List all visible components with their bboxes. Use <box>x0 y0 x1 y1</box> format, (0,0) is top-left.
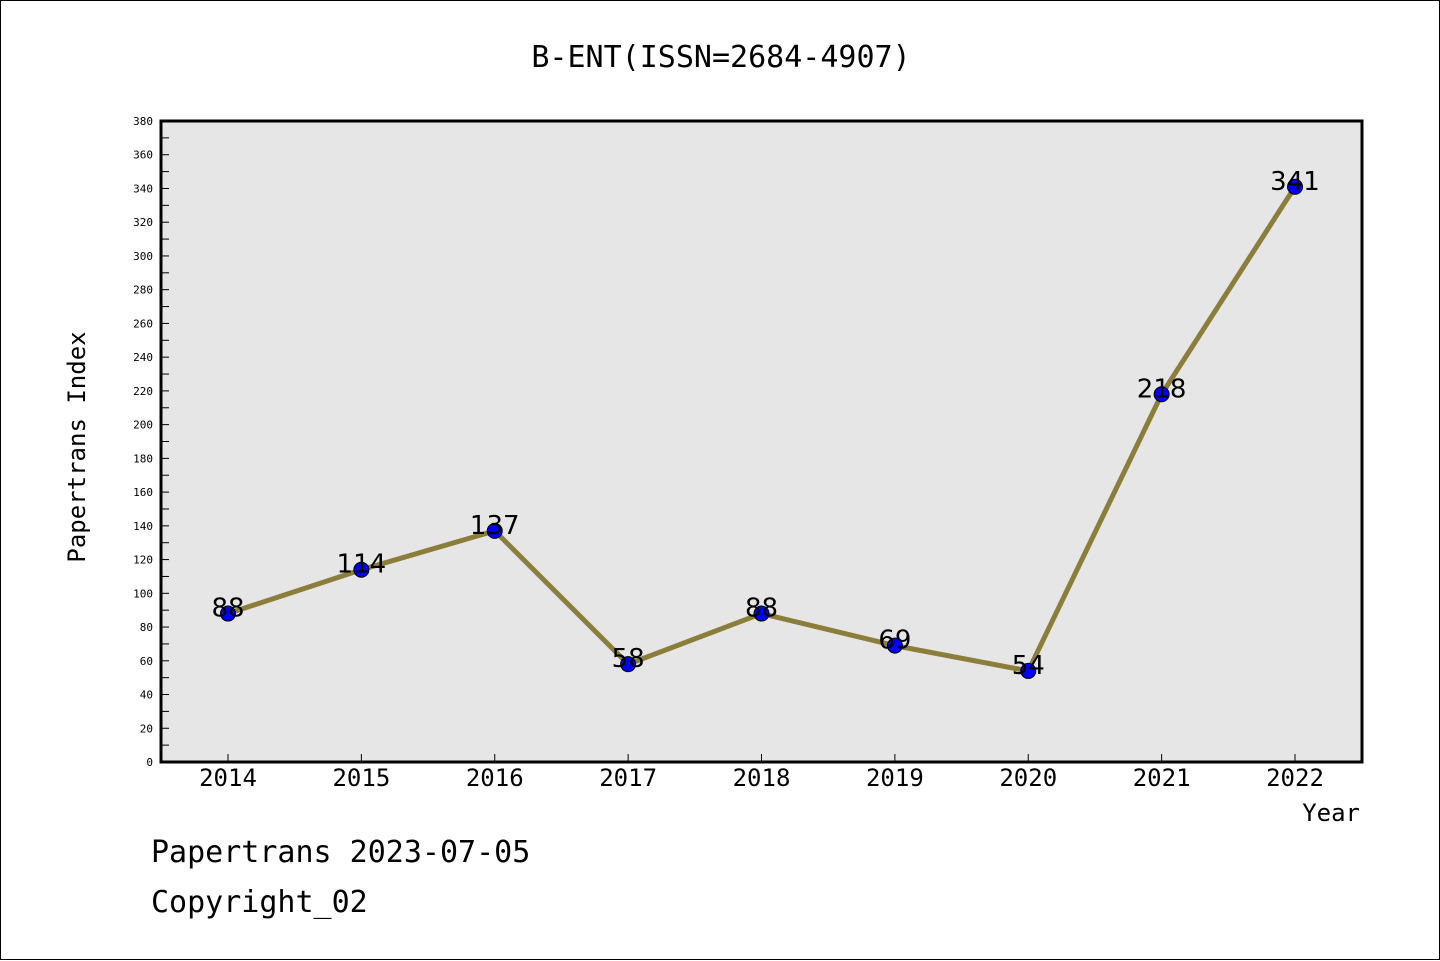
x-tick-label: 2019 <box>866 764 924 792</box>
x-tick-label: 2020 <box>999 764 1057 792</box>
x-tick-label: 2016 <box>466 764 524 792</box>
data-label: 88 <box>745 594 778 624</box>
data-label: 341 <box>1270 167 1320 197</box>
y-tick-label: 320 <box>133 216 153 229</box>
x-axis: 2014 2015 2016 2017 2018 2019 2020 2021 2022 <box>199 754 1324 792</box>
footer-copyright: Copyright_02 <box>151 885 368 920</box>
y-tick-label: 220 <box>133 385 153 398</box>
data-point <box>353 561 370 578</box>
data-point <box>1287 178 1303 195</box>
y-tick-label: 200 <box>133 419 153 432</box>
y-tick-label: 340 <box>133 182 153 195</box>
data-label: 69 <box>878 626 911 656</box>
data-point <box>753 605 770 622</box>
data-point <box>1020 662 1037 679</box>
y-tick-label: 360 <box>133 149 153 162</box>
data-point <box>1153 386 1170 403</box>
y-axis: 0 20 40 60 80 100 120 140 160 180 200 220 240 260 280 3… <box>133 115 169 769</box>
y-tick-label: 100 <box>133 587 153 600</box>
x-tick-label: 2022 <box>1266 764 1324 792</box>
data-point <box>220 605 236 622</box>
y-tick-label: 160 <box>133 486 153 499</box>
y-tick-label: 20 <box>140 722 153 735</box>
y-tick-label: 280 <box>133 284 153 297</box>
y-tick-label: 300 <box>133 250 153 263</box>
chart-title: B-ENT(ISSN=2684-4907) <box>531 40 910 75</box>
y-tick-label: 0 <box>146 756 153 769</box>
y-tick-label: 260 <box>133 317 153 330</box>
y-tick-label: 240 <box>133 351 153 364</box>
y-tick-label: 40 <box>140 689 153 702</box>
data-label: 114 <box>337 550 387 580</box>
data-point <box>620 656 637 673</box>
y-axis-label: Papertrans Index <box>63 331 91 562</box>
y-tick-label: 80 <box>140 621 153 634</box>
footer-date: Papertrans 2023-07-05 <box>151 835 531 870</box>
y-tick-label: 120 <box>133 554 153 567</box>
y-tick-label: 60 <box>140 655 153 668</box>
data-label: 58 <box>612 644 645 674</box>
data-label: 137 <box>470 511 520 541</box>
data-label: 88 <box>211 594 244 624</box>
x-axis-label: Year <box>1302 799 1360 827</box>
data-label: 218 <box>1137 374 1187 404</box>
data-point <box>486 522 503 539</box>
markers-group <box>220 178 1303 679</box>
data-point <box>886 637 903 654</box>
y-tick-label: 140 <box>133 520 153 533</box>
y-tick-label: 180 <box>133 452 153 465</box>
plot-area <box>159 119 1364 764</box>
y-tick-label: 380 <box>133 115 153 128</box>
x-tick-label: 2021 <box>1133 764 1191 792</box>
data-labels-group: 88 114 137 58 88 69 54 218 341 <box>211 167 1319 681</box>
x-tick-label: 2015 <box>332 764 390 792</box>
x-tick-label: 2017 <box>599 764 657 792</box>
data-label: 54 <box>1012 651 1045 681</box>
x-tick-label: 2014 <box>199 764 257 792</box>
x-tick-label: 2018 <box>733 764 791 792</box>
